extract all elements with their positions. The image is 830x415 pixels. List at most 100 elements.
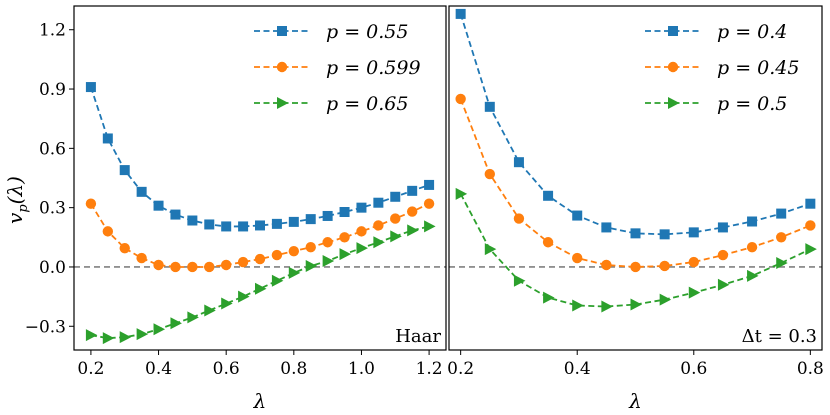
series-line — [90, 86, 430, 228]
data-point — [542, 237, 554, 248]
series-3 — [455, 187, 817, 313]
x-axis-label: λ — [628, 389, 642, 413]
data-point — [271, 218, 282, 229]
data-point — [322, 210, 333, 221]
data-point — [238, 221, 249, 232]
x-tick-label: 0.8 — [797, 359, 824, 379]
series-3 — [85, 220, 436, 345]
data-point — [187, 261, 198, 273]
data-point — [543, 291, 555, 304]
data-point — [356, 226, 367, 237]
data-point — [543, 190, 554, 201]
data-point — [153, 323, 166, 336]
data-point — [424, 179, 435, 190]
data-point — [119, 331, 132, 344]
data-point — [407, 185, 418, 196]
data-point — [170, 261, 181, 273]
y-tick-label: 0.6 — [39, 139, 66, 159]
legend: p = 0.4 p = 0.45 p = 0.5 — [645, 21, 799, 115]
data-point — [455, 8, 466, 19]
panel-tag: Δt = 0.3 — [742, 326, 817, 347]
y-tick-label: −0.3 — [25, 317, 66, 337]
data-point — [717, 278, 730, 291]
x-tick-label: 0.4 — [564, 359, 591, 379]
data-point — [271, 274, 284, 287]
series-1 — [455, 8, 816, 240]
data-point — [136, 252, 147, 264]
data-point — [688, 256, 699, 268]
data-point — [220, 259, 232, 271]
data-point — [102, 226, 114, 237]
y-tick-label: 1.2 — [39, 21, 66, 41]
data-point — [221, 221, 232, 232]
data-point — [221, 297, 233, 310]
series-line — [90, 202, 430, 268]
data-point — [153, 259, 164, 271]
data-point — [339, 232, 350, 243]
data-point — [390, 191, 401, 202]
plot-frame — [73, 5, 447, 351]
data-point — [356, 242, 368, 255]
data-point — [119, 242, 130, 254]
data-point — [572, 252, 583, 264]
data-point — [136, 186, 147, 197]
x-tick-label: 0.8 — [280, 359, 307, 379]
data-point — [85, 198, 97, 209]
data-point — [373, 220, 384, 231]
data-point — [455, 93, 466, 105]
data-point — [254, 253, 266, 265]
data-point — [688, 286, 701, 299]
data-point — [119, 165, 130, 176]
data-point — [255, 220, 265, 231]
legend-label: p = 0.5 — [717, 93, 787, 115]
data-point — [805, 243, 817, 256]
data-point — [513, 274, 526, 287]
y-axis-label-main: v — [3, 212, 27, 224]
data-point — [601, 300, 613, 313]
data-point — [288, 216, 299, 227]
data-point — [572, 299, 584, 312]
data-point — [776, 232, 787, 243]
data-point — [688, 227, 699, 238]
y-tick-label: 0.9 — [39, 80, 66, 100]
legend-label: p = 0.65 — [326, 93, 408, 115]
data-point — [187, 215, 198, 226]
data-point — [373, 236, 385, 249]
data-point — [288, 266, 301, 279]
data-point — [271, 249, 283, 261]
data-point — [305, 214, 316, 225]
data-point — [339, 248, 352, 261]
data-point — [659, 229, 670, 240]
data-point — [339, 207, 350, 218]
data-point — [717, 222, 728, 233]
data-point — [102, 332, 115, 345]
legend-label: p = 0.45 — [717, 57, 799, 79]
data-point — [390, 213, 401, 224]
x-tick-label: 0.4 — [145, 359, 172, 379]
data-point — [484, 243, 497, 256]
series-line — [459, 98, 811, 268]
data-point — [484, 168, 495, 180]
panel-tag: Haar — [395, 326, 441, 347]
data-point — [373, 197, 384, 208]
x-tick-label: 1.2 — [416, 359, 443, 379]
data-point — [288, 245, 300, 257]
data-point — [406, 206, 418, 217]
data-point — [204, 219, 215, 230]
series-2 — [455, 93, 816, 273]
legend-marker — [277, 97, 289, 109]
data-point — [322, 255, 335, 268]
y-tick-label: 0.3 — [39, 199, 66, 219]
data-point — [187, 311, 199, 324]
data-point — [776, 208, 787, 219]
legend-marker — [668, 97, 680, 109]
chart-panel-haar: 0.2 0.4 0.6 0.8 1.0 1.2 −0.3 0.0 0.3 0.6 0.9 1.2 λ Ha… — [25, 5, 447, 413]
data-point — [305, 259, 318, 272]
x-tick-label: 0.6 — [680, 359, 707, 379]
data-point — [513, 157, 524, 168]
data-point — [630, 261, 641, 273]
data-point — [659, 260, 670, 272]
legend-marker — [667, 61, 679, 73]
